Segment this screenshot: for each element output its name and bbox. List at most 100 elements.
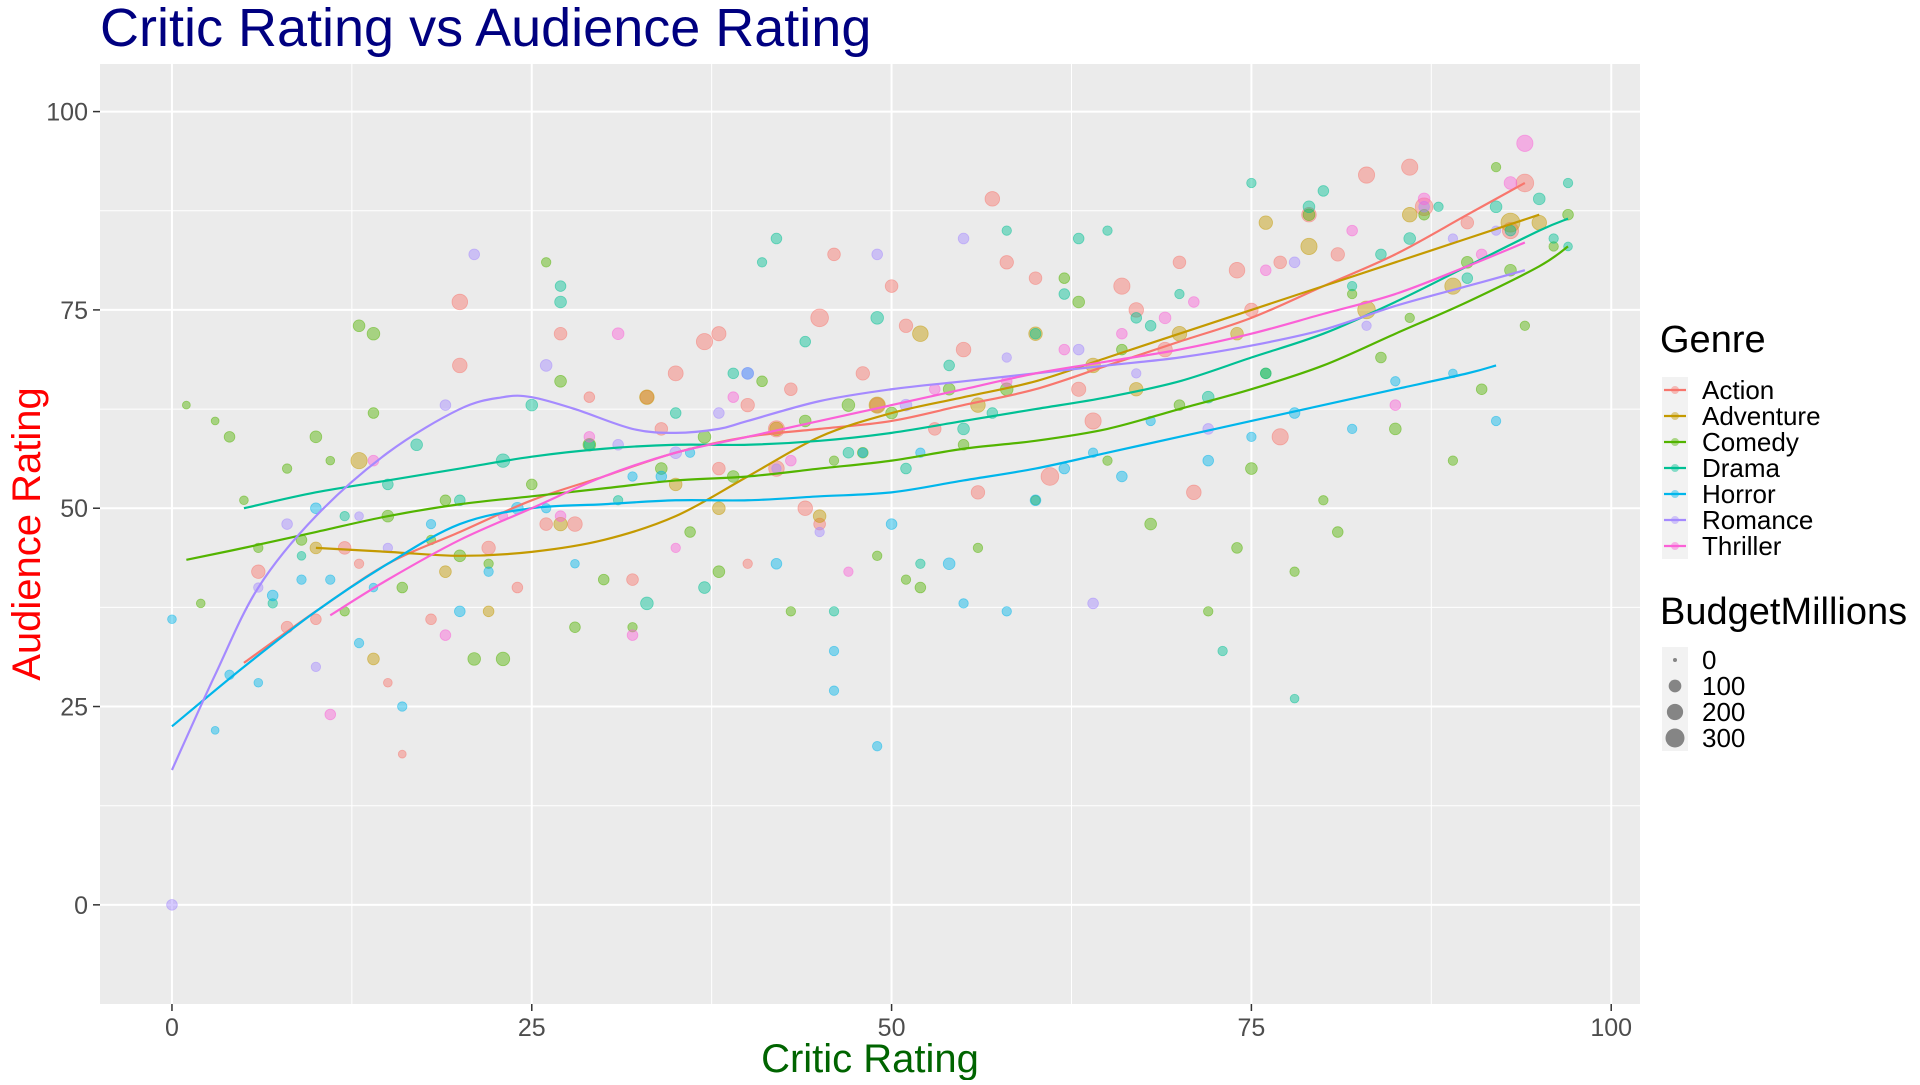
data-point-action: [1358, 166, 1376, 184]
smooth-line-drama: [243, 217, 1569, 510]
data-point-thriller: [1417, 192, 1431, 206]
data-point-romance: [1072, 343, 1085, 356]
data-point-comedy: [684, 526, 696, 538]
data-point-drama: [870, 311, 884, 325]
data-point-romance: [468, 248, 480, 261]
data-point-action: [583, 391, 596, 403]
y-axis-title: Audience Rating: [5, 387, 49, 681]
x-tick-label: 50: [878, 1014, 906, 1042]
data-point-comedy: [1030, 495, 1041, 506]
data-point-thriller: [843, 566, 854, 577]
data-point-adventure: [912, 325, 929, 342]
smooth-line-thriller: [329, 241, 1526, 617]
data-point-comedy: [900, 574, 912, 585]
data-point-horror: [167, 614, 177, 625]
data-point-drama: [1130, 312, 1143, 324]
data-point-horror: [425, 518, 437, 530]
x-tick-label: 0: [165, 1014, 179, 1042]
legend-key-point: [1671, 490, 1679, 498]
data-point-romance: [713, 407, 725, 419]
data-point-adventure: [350, 452, 368, 470]
data-point-thriller: [1158, 311, 1172, 325]
legend-key-bg: [1662, 673, 1688, 699]
data-point-action: [553, 326, 568, 341]
data-point-action: [1460, 215, 1475, 230]
data-point-romance: [1087, 597, 1099, 610]
legend-key-point: [1671, 516, 1679, 524]
data-point-comedy: [309, 430, 323, 444]
data-point-action: [511, 581, 524, 594]
data-point-action: [1186, 484, 1202, 501]
x-axis-title: Critic Rating: [761, 1037, 979, 1080]
data-point-comedy: [366, 326, 381, 341]
data-point-drama: [828, 606, 840, 617]
data-point-thriller: [554, 510, 567, 522]
data-point-action: [667, 365, 684, 382]
legend-genre-label: Comedy: [1702, 427, 1799, 457]
data-point-thriller: [611, 327, 625, 340]
data-point-comedy: [655, 462, 668, 475]
data-point-horror: [1116, 470, 1128, 483]
data-point-adventure: [439, 565, 452, 578]
data-point-action: [539, 517, 553, 531]
data-point-action: [1172, 255, 1187, 270]
data-point-action: [855, 366, 870, 381]
data-point-action: [797, 500, 813, 516]
legend-genre-label: Thriller: [1702, 531, 1782, 561]
data-point-drama: [554, 280, 567, 292]
data-point-comedy: [857, 446, 869, 459]
legend-size-label: 0: [1702, 645, 1716, 675]
data-point-comedy: [914, 581, 927, 594]
legend-key-bg: [1662, 699, 1688, 725]
data-point-thriller: [1516, 134, 1534, 152]
data-point-comedy: [1203, 606, 1214, 617]
data-point-comedy: [1475, 383, 1488, 395]
data-point-comedy: [785, 606, 796, 617]
data-point-comedy: [223, 431, 236, 443]
data-point-comedy: [367, 407, 380, 419]
data-point-horror: [1490, 415, 1502, 427]
data-point-horror: [655, 470, 668, 483]
data-point-thriller: [1058, 343, 1071, 356]
data-point-drama: [525, 398, 539, 412]
data-point-comedy: [1389, 422, 1402, 436]
data-point-comedy: [1375, 351, 1387, 364]
data-point-action: [481, 540, 496, 556]
data-point-action: [898, 318, 914, 333]
data-point-romance: [871, 248, 883, 261]
data-point-drama: [1433, 201, 1444, 212]
data-point-drama: [1058, 288, 1071, 300]
data-point-drama: [756, 257, 768, 268]
y-tick-label: 0: [74, 892, 88, 920]
data-point-horror: [828, 645, 840, 657]
data-point-romance: [166, 899, 178, 911]
data-point-drama: [1246, 177, 1257, 189]
data-point-thriller: [1503, 176, 1518, 190]
data-point-action: [813, 517, 826, 531]
y-tick-label: 25: [60, 694, 88, 722]
data-point-comedy: [756, 375, 768, 388]
data-point-comedy: [1519, 320, 1530, 331]
data-point-romance: [281, 518, 293, 530]
data-point-horror: [1347, 423, 1358, 435]
data-point-adventure: [1258, 215, 1273, 230]
axes: 0 25 50 75 100 0 25 50 75 100: [46, 99, 1632, 1042]
data-point-drama: [296, 551, 307, 561]
data-point-drama: [1532, 192, 1546, 206]
data-point-horror: [1058, 462, 1071, 475]
data-point-romance: [814, 526, 825, 538]
legend-size-key: [1668, 679, 1682, 693]
data-point-action: [639, 390, 655, 405]
legend-budget-title: BudgetMillions: [1660, 591, 1907, 633]
x-tick-label: 75: [1237, 1014, 1265, 1042]
data-point-horror: [253, 677, 264, 688]
data-point-action: [310, 613, 322, 626]
data-point-drama: [1260, 367, 1272, 380]
legend-size-label: 100: [1702, 671, 1745, 701]
data-point-comedy: [352, 319, 366, 333]
data-point-action: [1330, 247, 1345, 262]
data-point-drama: [1489, 200, 1503, 214]
data-point-horror: [483, 566, 494, 577]
data-point-action: [999, 255, 1014, 270]
data-point-action: [712, 461, 726, 476]
